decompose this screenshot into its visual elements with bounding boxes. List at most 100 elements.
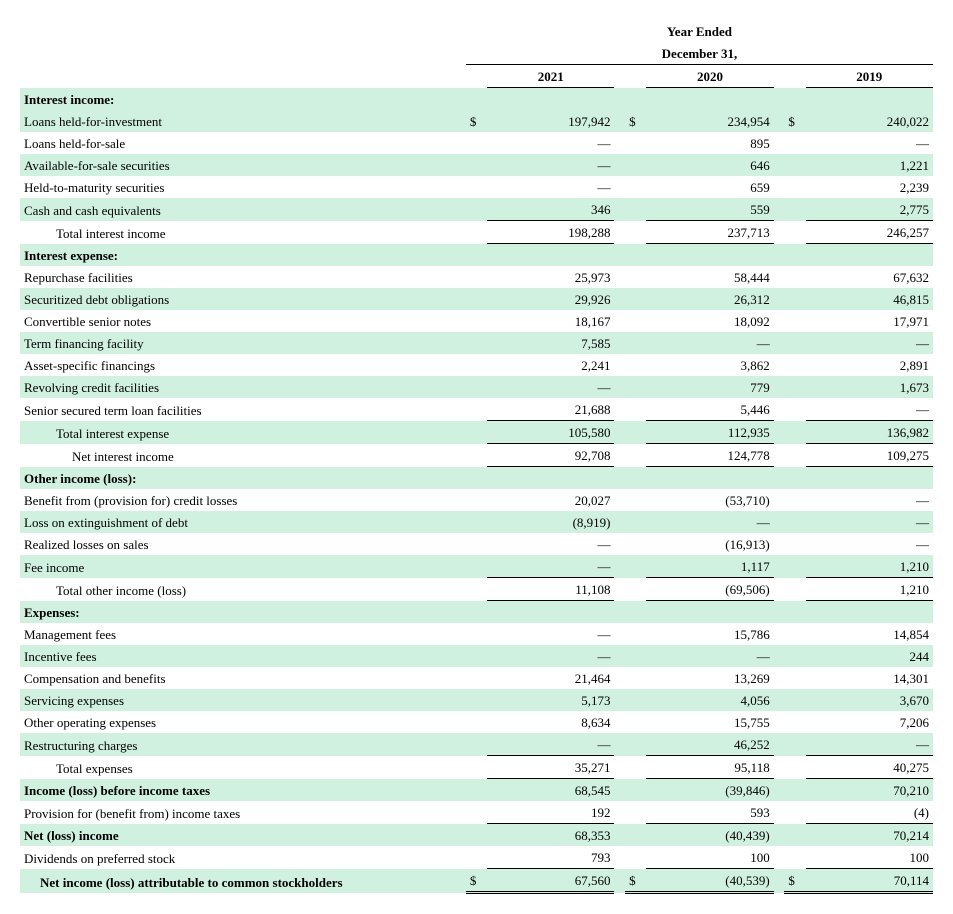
blank [487, 467, 614, 490]
blank [466, 88, 487, 111]
currency-symbol [466, 756, 487, 779]
gap [774, 689, 785, 711]
cell-value: 3,670 [806, 689, 933, 711]
cell-value: 1,210 [806, 578, 933, 601]
cell-value: 8,634 [487, 711, 614, 733]
currency-symbol [784, 132, 805, 154]
gap [774, 354, 785, 376]
row-label: Repurchase facilities [20, 266, 466, 288]
cell-value: 240,022 [806, 110, 933, 132]
cell-value: 3,862 [646, 354, 773, 376]
currency-symbol [625, 578, 646, 601]
cell-value: 2,891 [806, 354, 933, 376]
row-label: Total other income (loss) [20, 578, 466, 601]
cell-value: — [806, 489, 933, 511]
currency-symbol [625, 221, 646, 244]
currency-symbol [784, 176, 805, 198]
currency-symbol [625, 555, 646, 578]
gap [614, 824, 625, 847]
cell-value: 18,092 [646, 310, 773, 332]
cell-value: (53,710) [646, 489, 773, 511]
blank [487, 88, 614, 111]
blank [646, 244, 773, 267]
currency-symbol [466, 332, 487, 354]
currency-symbol [784, 376, 805, 398]
currency-symbol [784, 444, 805, 467]
table-row: Revolving credit facilities—7791,673 [20, 376, 933, 398]
cell-value: 15,786 [646, 623, 773, 645]
table-row: Convertible senior notes18,16718,09217,9… [20, 310, 933, 332]
year-2019: 2019 [806, 65, 933, 88]
cell-value: — [487, 154, 614, 176]
gap [614, 756, 625, 779]
currency-symbol [625, 444, 646, 467]
cell-value: 7,206 [806, 711, 933, 733]
currency-symbol [784, 489, 805, 511]
cell-value: (39,846) [646, 779, 773, 802]
currency-symbol [784, 154, 805, 176]
gap [614, 555, 625, 578]
gap [774, 398, 785, 421]
cell-value: — [646, 332, 773, 354]
gap [774, 421, 785, 444]
cell-value: 14,854 [806, 623, 933, 645]
row-label: Loss on extinguishment of debt [20, 511, 466, 533]
cell-value: 46,815 [806, 288, 933, 310]
row-label: Servicing expenses [20, 689, 466, 711]
header-years-row: 202120202019 [20, 65, 933, 88]
gap [774, 221, 785, 244]
currency-symbol [466, 310, 487, 332]
table-row: Cash and cash equivalents3465592,775 [20, 198, 933, 221]
row-label: Securitized debt obligations [20, 288, 466, 310]
blank [784, 601, 805, 624]
cell-value: 1,117 [646, 555, 773, 578]
currency-symbol [784, 824, 805, 847]
cell-value: 2,775 [806, 198, 933, 221]
year-2020: 2020 [646, 65, 773, 88]
blank [625, 88, 646, 111]
gap [614, 221, 625, 244]
gap [614, 266, 625, 288]
gap [774, 869, 785, 893]
cell-value: 21,464 [487, 667, 614, 689]
cell-value: — [487, 533, 614, 555]
row-label: Total interest income [20, 221, 466, 244]
table-row: Total other income (loss)11,108(69,506)1… [20, 578, 933, 601]
cell-value: 68,545 [487, 779, 614, 802]
currency-symbol [625, 756, 646, 779]
cell-value: — [806, 132, 933, 154]
cell-value: — [487, 555, 614, 578]
gap [774, 667, 785, 689]
cell-value: 198,288 [487, 221, 614, 244]
currency-symbol [784, 354, 805, 376]
row-label: Held-to-maturity securities [20, 176, 466, 198]
blank [806, 467, 933, 490]
table-row: Loans held-for-sale—895— [20, 132, 933, 154]
gap [774, 444, 785, 467]
table-row: Fee income—1,1171,210 [20, 555, 933, 578]
cell-value: 779 [646, 376, 773, 398]
cell-value: 46,252 [646, 733, 773, 756]
gap [774, 176, 785, 198]
currency-symbol [625, 801, 646, 824]
currency-symbol [466, 733, 487, 756]
gap [774, 801, 785, 824]
table-row: Provision for (benefit from) income taxe… [20, 801, 933, 824]
blank [614, 467, 625, 490]
gap [774, 376, 785, 398]
gap [614, 645, 625, 667]
row-label: Net (loss) income [20, 824, 466, 847]
row-label: Net income (loss) attributable to common… [20, 869, 466, 893]
row-label: Asset-specific financings [20, 354, 466, 376]
gap [614, 511, 625, 533]
row-label: Total expenses [20, 756, 466, 779]
currency-symbol [466, 198, 487, 221]
row-label: Available-for-sale securities [20, 154, 466, 176]
cell-value: 70,214 [806, 824, 933, 847]
currency-symbol [466, 779, 487, 802]
currency-symbol [466, 667, 487, 689]
currency-symbol [784, 801, 805, 824]
cell-value: 21,688 [487, 398, 614, 421]
currency-symbol: $ [625, 869, 646, 893]
cell-value: 246,257 [806, 221, 933, 244]
